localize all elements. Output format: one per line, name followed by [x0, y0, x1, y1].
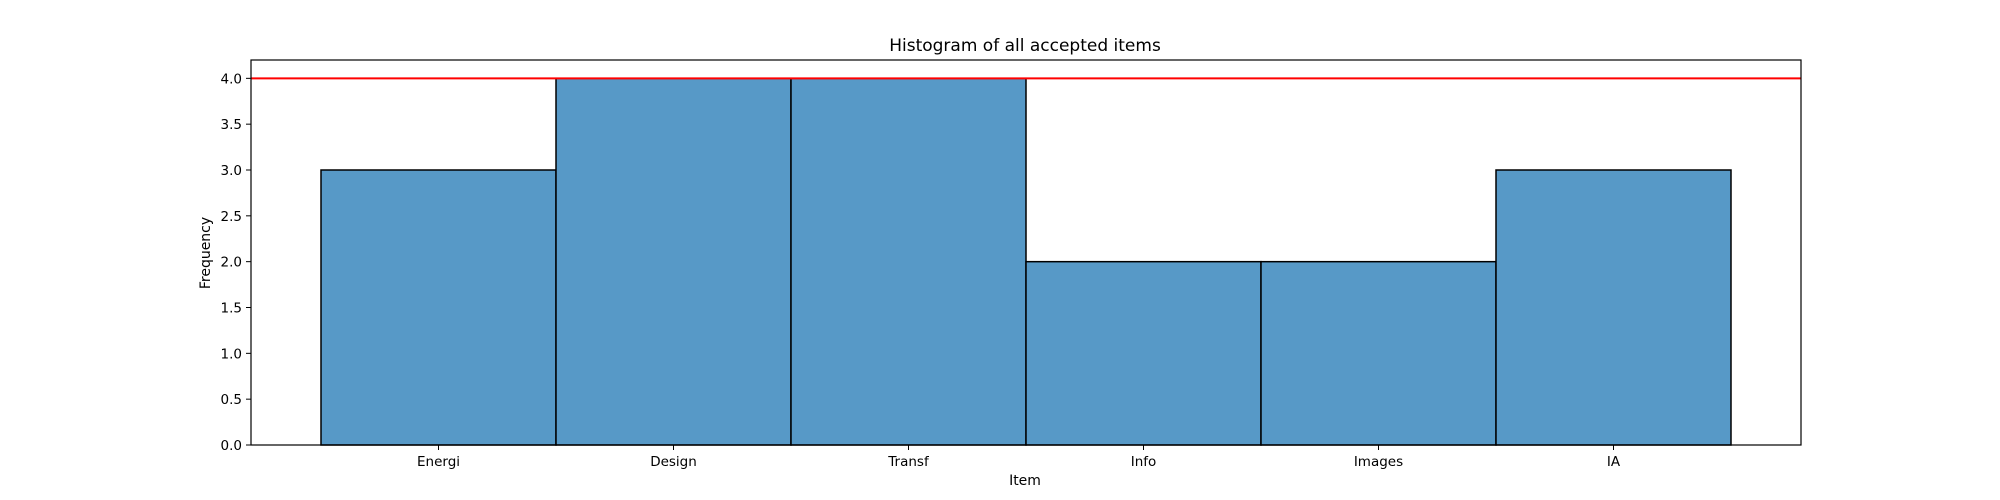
bar-ia — [1495, 169, 1732, 446]
plot-frame — [250, 59, 1802, 446]
x-tick-label: IA — [1607, 454, 1621, 470]
bar-info — [1025, 260, 1262, 446]
y-tick-label: 0.5 — [221, 392, 242, 408]
x-tick-label: Design — [650, 454, 697, 470]
y-tick-label: 3.5 — [221, 117, 242, 133]
x-tick-label: Transf — [887, 454, 930, 470]
bar-design — [555, 77, 792, 446]
bars-group — [320, 77, 1732, 446]
y-axis-label: Frequency — [198, 217, 214, 289]
x-tick-label: Images — [1354, 454, 1403, 470]
bar-images — [1260, 260, 1497, 446]
y-tick-label: 1.0 — [221, 346, 242, 362]
x-tick-label: Info — [1131, 454, 1157, 470]
y-tick-label: 2.5 — [221, 209, 242, 225]
y-tick-label: 4.0 — [221, 71, 242, 87]
y-tick-label: 1.5 — [221, 301, 242, 317]
y-tick-label: 0.0 — [221, 438, 242, 454]
y-axis: 0.0 0.5 1.0 1.5 2.0 2.5 3.0 3.5 4.0 — [221, 71, 251, 454]
y-tick-label: 2.0 — [221, 255, 242, 271]
x-axis: Energi Design Transf Info Images IA — [417, 445, 1621, 470]
bar-transf — [790, 77, 1027, 446]
x-tick-label: Energi — [417, 454, 460, 470]
chart-title: Histogram of all accepted items — [889, 36, 1161, 56]
bar-energi — [320, 169, 557, 446]
y-tick-label: 3.0 — [221, 163, 242, 179]
x-axis-label: Item — [1009, 473, 1041, 489]
